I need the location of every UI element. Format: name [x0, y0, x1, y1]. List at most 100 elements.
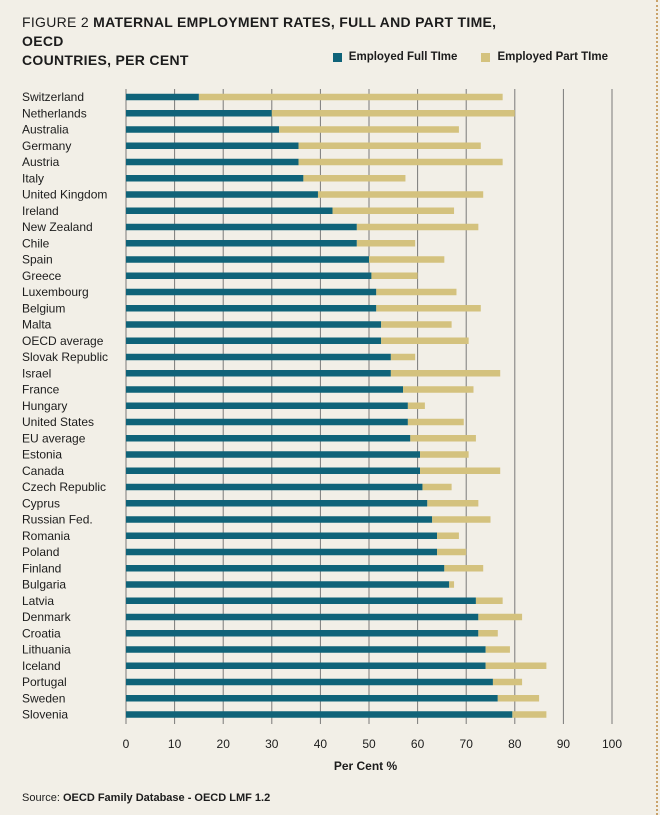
bar-full-time-iceland [126, 662, 486, 669]
bar-full-time-russian-fed [126, 516, 433, 523]
bar-full-time-finland [126, 565, 445, 572]
bar-full-time-romania [126, 532, 438, 539]
bar-full-time-hungary [126, 402, 408, 409]
category-label-hungary: Hungary [22, 399, 67, 413]
bar-full-time-portugal [126, 678, 493, 686]
category-label-bulgaria: Bulgaria [22, 578, 66, 592]
legend-item-full-time: Employed Full TIme [332, 51, 458, 63]
category-label-slovenia: Slovenia [22, 708, 68, 722]
category-label-latvia: Latvia [22, 594, 54, 608]
category-label-luxembourg: Luxembourg [22, 285, 89, 299]
legend-label-part-time: Employed Part TIme [497, 51, 608, 63]
legend-label-full-time: Employed Full TIme [348, 51, 458, 63]
legend-swatch-part-time [481, 52, 491, 62]
bar-part-time-italy [303, 175, 406, 182]
bar-full-time-bulgaria [126, 581, 450, 588]
bar-part-time-czech-republic [422, 483, 452, 491]
x-axis-label: Per Cent % [334, 759, 398, 773]
category-label-greece: Greece [22, 269, 62, 283]
bar-part-time-canada [420, 467, 501, 474]
category-label-cyprus: Cyprus [22, 496, 60, 510]
category-label-poland: Poland [22, 545, 59, 559]
bar-full-time-austria [126, 158, 299, 166]
bar-full-time-belgium [126, 305, 377, 312]
chart-title: FIGURE 2 MATERNAL EMPLOYMENT RATES, FULL… [22, 13, 542, 70]
bar-full-time-slovak-republic [126, 353, 391, 361]
bar-part-time-united-states [407, 418, 464, 426]
bar-part-time-israel [390, 370, 501, 377]
category-label-united-states: United States [22, 415, 94, 429]
bar-part-time-finland [444, 565, 484, 572]
bar-part-time-australia [279, 126, 459, 133]
figure-title-line1: MATERNAL EMPLOYMENT RATES, FULL AND PART… [22, 14, 497, 49]
x-tick-label-80: 80 [508, 737, 522, 751]
bar-part-time-chile [356, 240, 416, 247]
category-label-australia: Australia [22, 123, 69, 137]
bar-part-time-germany [298, 142, 481, 149]
bar-part-time-slovenia [512, 711, 547, 718]
bar-full-time-united-kingdom [126, 191, 318, 198]
bar-full-time-canada [126, 467, 421, 474]
bar-part-time-portugal [492, 678, 523, 686]
bar-part-time-belgium [376, 305, 481, 312]
bar-part-time-greece [371, 272, 418, 279]
bar-part-time-malta [381, 321, 452, 328]
category-label-croatia: Croatia [22, 626, 61, 640]
category-label-united-kingdom: United Kingdom [22, 188, 107, 202]
legend-swatch-full-time [332, 52, 342, 62]
category-label-canada: Canada [22, 464, 64, 478]
x-tick-label-30: 30 [265, 737, 279, 751]
bar-part-time-switzerland [198, 93, 503, 101]
bar-part-time-romania [437, 532, 459, 539]
bar-part-time-hungary [407, 402, 425, 409]
category-label-malta: Malta [22, 318, 52, 332]
category-label-portugal: Portugal [22, 675, 67, 689]
bar-full-time-latvia [126, 597, 476, 604]
source-label: Source: [22, 792, 60, 804]
bar-full-time-luxembourg [126, 288, 377, 296]
bar-full-time-oecd-average [126, 337, 382, 344]
bar-full-time-greece [126, 272, 372, 279]
x-tick-label-60: 60 [411, 737, 425, 751]
category-label-belgium: Belgium [22, 301, 65, 315]
bar-full-time-united-states [126, 418, 408, 426]
bar-full-time-france [126, 386, 404, 393]
source-note: Source: OECD Family Database - OECD LMF … [22, 792, 270, 804]
bar-part-time-croatia [478, 630, 498, 637]
bar-part-time-netherlands [271, 110, 515, 117]
bar-full-time-chile [126, 240, 357, 247]
category-label-italy: Italy [22, 171, 44, 185]
bar-part-time-austria [298, 158, 503, 166]
category-label-netherlands: Netherlands [22, 106, 87, 120]
category-label-israel: Israel [22, 366, 51, 380]
x-tick-label-40: 40 [314, 737, 328, 751]
category-label-sweden: Sweden [22, 691, 65, 705]
bar-full-time-malta [126, 321, 382, 328]
figure-title-line2: COUNTRIES, PER CENT [22, 52, 189, 68]
legend-item-part-time: Employed Part TIme [481, 51, 608, 63]
bar-part-time-oecd-average [381, 337, 469, 344]
category-label-russian-fed: Russian Fed. [22, 513, 93, 527]
bar-full-time-netherlands [126, 110, 272, 117]
bar-full-time-ireland [126, 207, 333, 214]
bar-part-time-luxembourg [376, 288, 457, 296]
source-text: OECD Family Database - OECD LMF 1.2 [62, 792, 271, 804]
bar-part-time-slovak-republic [390, 353, 416, 361]
figure-label: FIGURE 2 [22, 14, 89, 30]
category-label-slovak-republic: Slovak Republic [22, 350, 108, 364]
x-tick-label-0: 0 [123, 737, 130, 751]
category-label-romania: Romania [22, 529, 70, 543]
category-label-germany: Germany [22, 139, 71, 153]
bar-full-time-sweden [126, 695, 498, 702]
x-tick-label-10: 10 [168, 737, 182, 751]
category-label-spain: Spain [22, 253, 53, 267]
category-label-eu-average: EU average [22, 431, 86, 445]
page-edge-divider [656, 0, 658, 815]
bar-part-time-ireland [332, 207, 455, 214]
x-tick-label-70: 70 [460, 737, 474, 751]
bar-full-time-denmark [126, 613, 479, 621]
bar-full-time-cyprus [126, 500, 428, 507]
bar-full-time-new-zealand [126, 223, 357, 231]
bar-full-time-israel [126, 370, 391, 377]
